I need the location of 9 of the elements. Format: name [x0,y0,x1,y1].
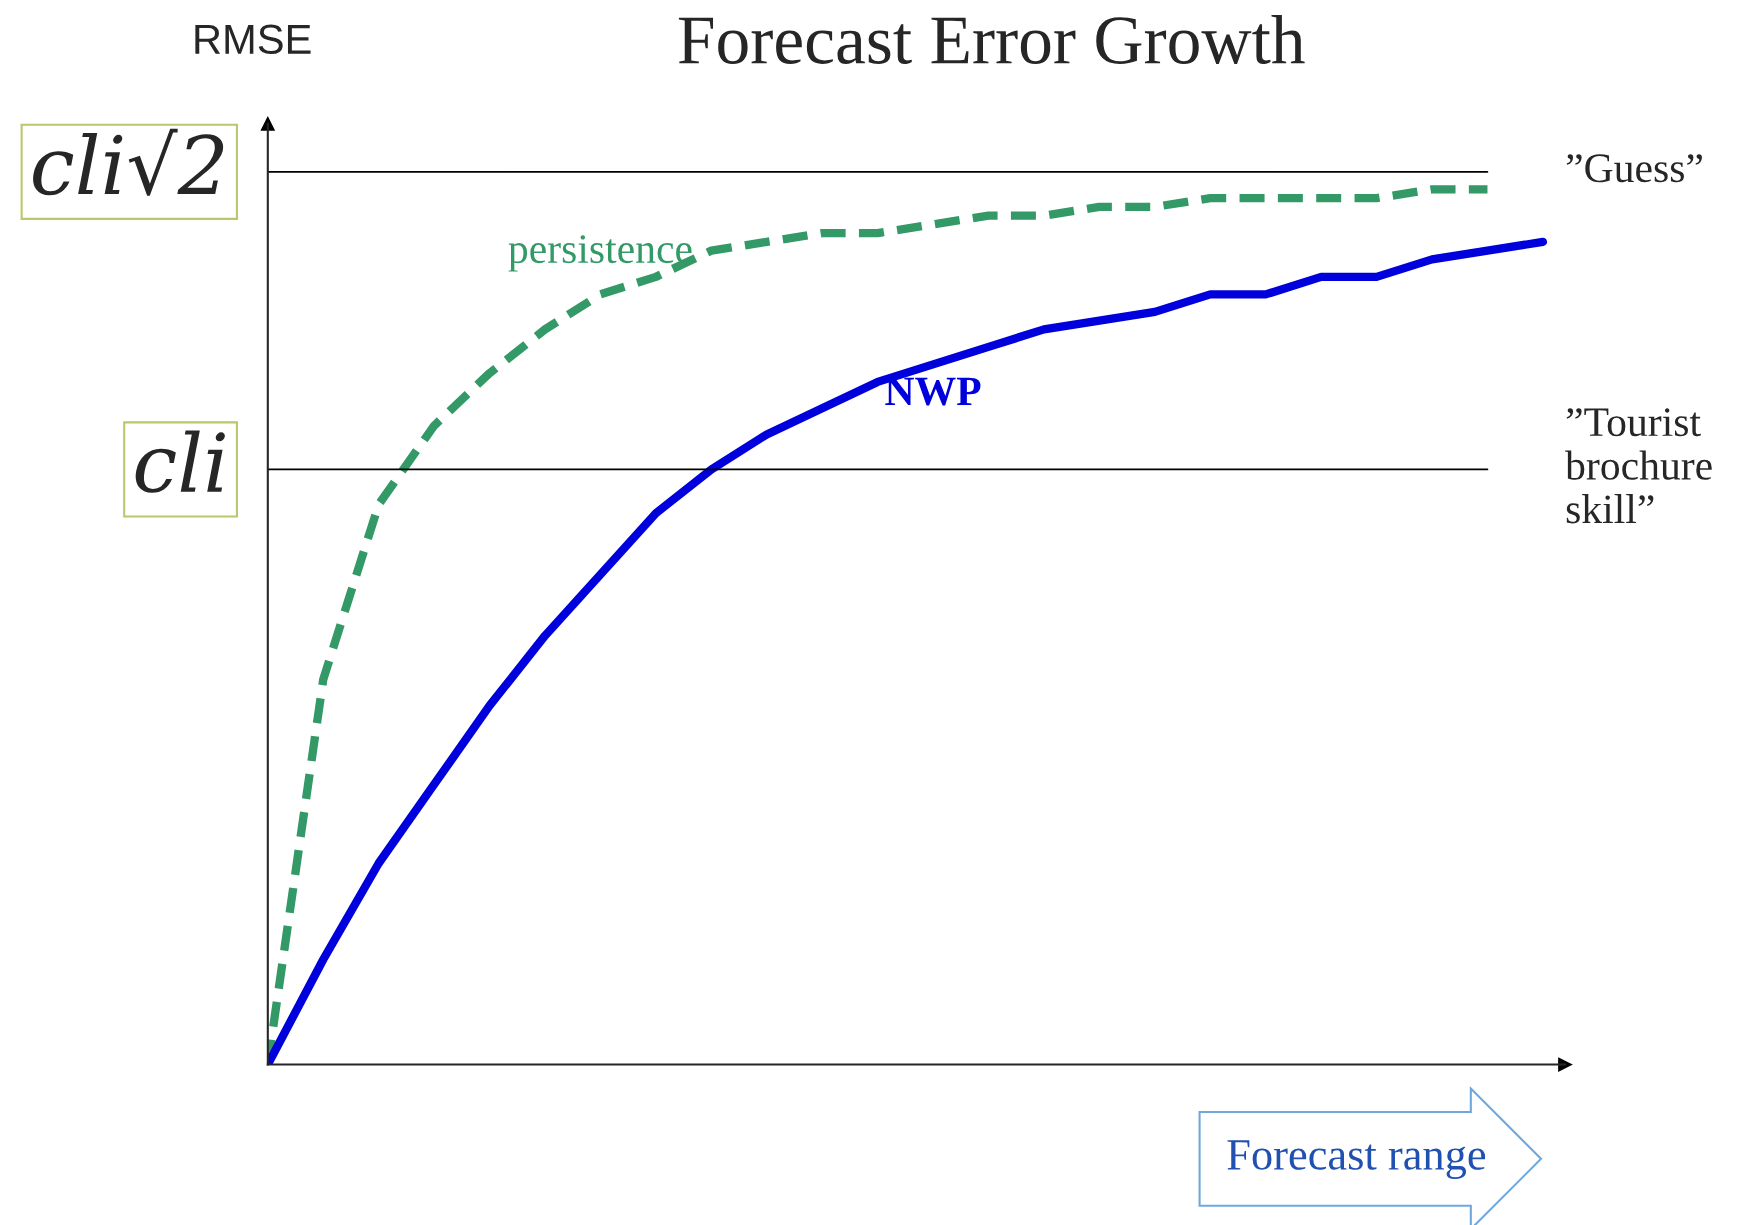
series-label: persistence [508,235,692,272]
annotation: ”Tourist brochure skill” [1565,408,1712,524]
x-axis-title: Forecast range [1227,1140,1486,1179]
y-axis-title: RMSE [195,24,311,55]
text: ”Guess” [1566,154,1702,183]
ref-line-label: cli√2 [33,128,224,196]
chart-title: Forecast Error Growth [678,15,1305,64]
series-label: NWP [885,377,981,406]
ref-line-label: cli [135,430,225,493]
